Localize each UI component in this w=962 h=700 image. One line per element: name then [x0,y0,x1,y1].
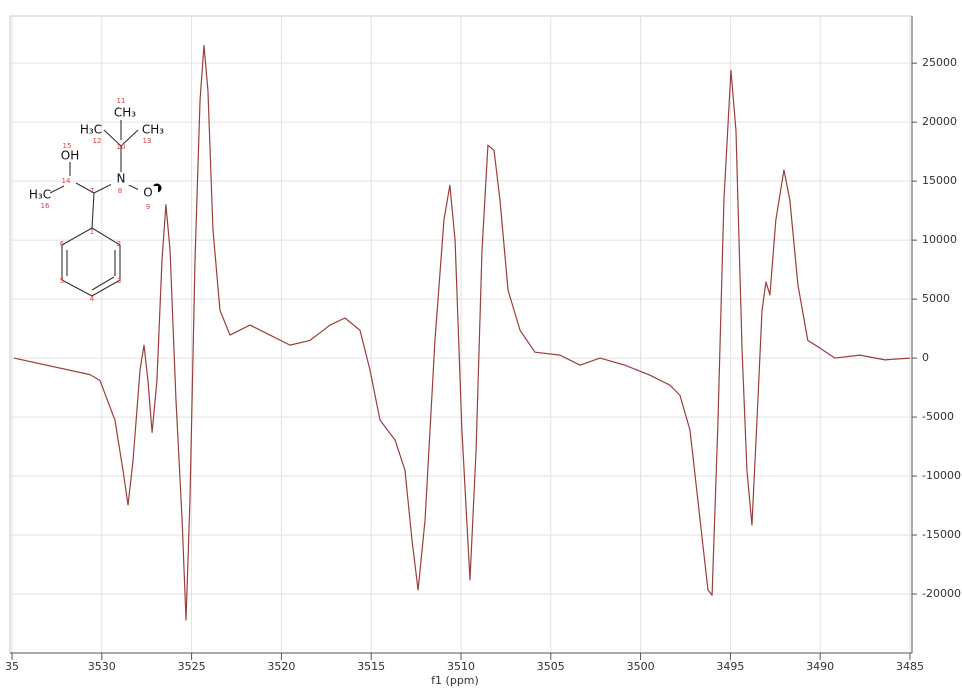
y-tick-label: -10000 [922,469,961,482]
atom-number: 3 [117,277,121,285]
atom-number: 9 [146,203,150,211]
label-bg [30,188,50,201]
group-label: N [117,172,126,186]
y-tick-label: 15000 [922,174,957,187]
atom-number: 5 [60,277,64,285]
bonds [49,120,144,297]
y-tick-label: 5000 [922,292,950,305]
group-label: H₃C [29,188,51,202]
atom-number: 4 [90,295,95,303]
x-tick-label: 3485 [896,660,924,673]
y-tick-label: 25000 [922,56,957,69]
y-tick-label: -15000 [922,528,961,541]
label-bg [111,172,131,185]
y-tick-label: -20000 [922,587,961,600]
group-label: O [143,186,152,200]
group-label: CH₃ [142,123,164,137]
atom-number: 14 [62,177,71,185]
y-tick-label: 10000 [922,233,957,246]
spectrum-line [13,44,911,621]
group-label: CH₃ [114,106,136,120]
x-axis-label: f1 (ppm) [431,674,479,687]
x-tick-label: 3530 [88,660,116,673]
x-tick-label: 3490 [806,660,834,673]
atom-number: 6 [60,240,65,248]
atom-number: 13 [143,137,152,145]
label-bg [138,186,158,199]
atom-number: 11 [117,97,126,105]
x-tick-label: 3500 [627,660,655,673]
x-tick-label: 3495 [716,660,744,673]
atom-number: 15 [63,142,72,150]
label-bg [115,106,135,119]
group-label: OH [61,149,79,163]
atom-number: 8 [118,187,122,195]
label-bg [143,123,163,136]
label-bg [60,149,80,162]
atom-number: 12 [93,137,102,145]
atom-number: 16 [41,202,50,210]
atom-number: 1 [90,228,94,236]
label-bg [81,123,101,136]
x-tick-label: 35 [5,660,19,673]
y-tick-label: 20000 [922,115,957,128]
atom-number: 2 [117,240,121,248]
atom-number: 7 [90,187,94,195]
x-tick-label: 3515 [357,660,385,673]
y-tick-label: 0 [922,351,929,364]
y-tick-label: -5000 [922,410,954,423]
atom-number: 10 [117,143,126,151]
group-label: H₃C [80,123,102,137]
x-tick-label: 3510 [447,660,475,673]
x-tick-label: 3525 [178,660,206,673]
x-tick-label: 3520 [267,660,295,673]
x-tick-label: 3505 [537,660,565,673]
